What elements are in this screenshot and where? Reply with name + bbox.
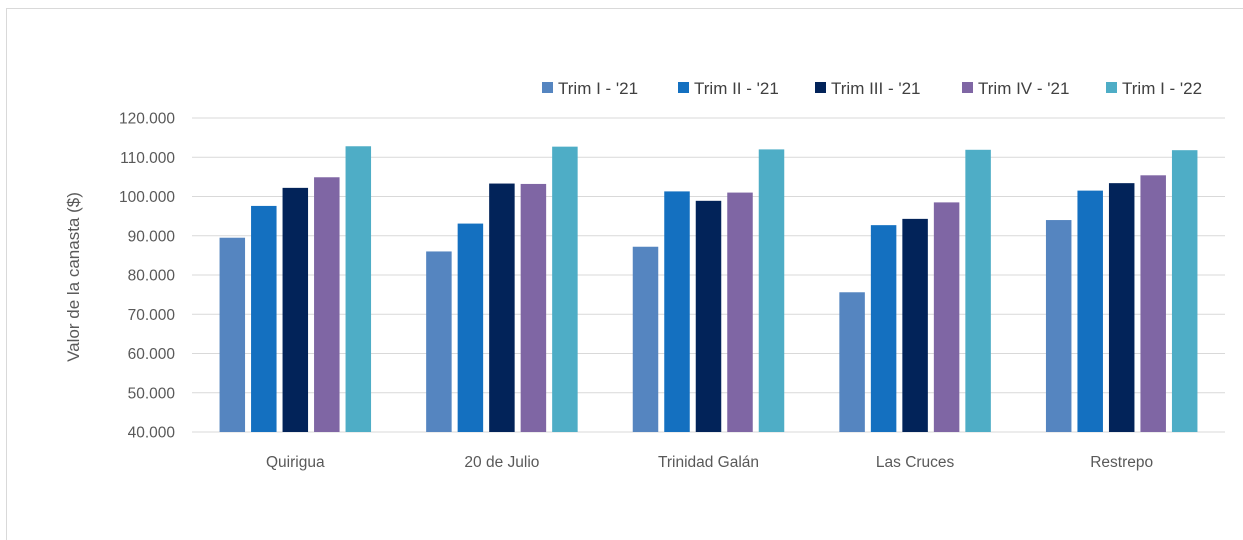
legend-swatch (542, 82, 553, 93)
x-tick-label: 20 de Julio (464, 454, 539, 471)
legend: Trim I - '21 Trim II - '21 Trim III - '21 T… (542, 79, 1202, 98)
bar-2-4 (870, 225, 897, 432)
bar-5-4 (965, 149, 991, 433)
bar-4-3 (727, 192, 753, 432)
bar-2-1 (251, 205, 277, 432)
y-tick-label: 70.000 (128, 307, 176, 324)
bar-2-2 (457, 223, 484, 432)
y-tick-label: 80.000 (128, 268, 176, 285)
y-axis-ticks: 40.000 50.000 60.000 70.000 80.000 90.000 100.… (119, 111, 175, 442)
legend-label: Trim I - '21 (558, 79, 638, 98)
y-tick-label: 60.000 (128, 346, 176, 363)
legend-swatch (1106, 82, 1117, 93)
bar-1-2 (426, 251, 452, 432)
bar-5-3 (758, 149, 785, 432)
y-tick-label: 50.000 (128, 385, 176, 402)
bar-4-5 (1140, 175, 1166, 432)
bar-3-2 (489, 183, 515, 432)
bar-3-5 (1108, 183, 1135, 432)
bar-2-3 (664, 191, 690, 432)
legend-swatch (678, 82, 689, 93)
bar-1-4 (839, 292, 865, 432)
legend-swatch (815, 82, 826, 93)
legend-swatch (962, 82, 973, 93)
bar-1-3 (632, 246, 659, 432)
bar-1-5 (1045, 220, 1072, 432)
bar-3-1 (282, 187, 309, 432)
y-tick-label: 120.000 (119, 111, 175, 128)
bar-5-2 (552, 146, 578, 432)
bar-2-5 (1077, 190, 1103, 432)
y-axis-title: Valor de la canasta ($) (64, 192, 83, 362)
y-tick-label: 40.000 (128, 425, 176, 442)
x-tick-label: Las Cruces (876, 454, 955, 471)
legend-label: Trim II - '21 (694, 79, 779, 98)
x-axis-ticks: Quirigua 20 de Julio Trinidad Galán Las Cru… (266, 454, 1153, 471)
bar-3-4 (902, 218, 928, 432)
y-tick-label: 110.000 (120, 150, 175, 167)
legend-label: Trim IV - '21 (978, 79, 1069, 98)
bar-5-1 (345, 146, 372, 432)
x-tick-label: Quirigua (266, 454, 325, 471)
chart-frame (6, 8, 1243, 540)
legend-label: Trim I - '22 (1122, 79, 1202, 98)
bar-4-2 (520, 183, 547, 432)
bar-5-5 (1171, 150, 1198, 432)
y-tick-label: 90.000 (128, 228, 176, 245)
x-tick-label: Trinidad Galán (658, 454, 759, 471)
legend-label: Trim III - '21 (831, 79, 921, 98)
bar-1-1 (219, 237, 246, 432)
bars (219, 146, 1198, 433)
bar-3-3 (695, 200, 722, 432)
bar-4-1 (314, 177, 340, 432)
bar-4-4 (933, 202, 960, 432)
x-tick-label: Restrepo (1090, 454, 1153, 471)
y-tick-label: 100.000 (119, 189, 175, 206)
